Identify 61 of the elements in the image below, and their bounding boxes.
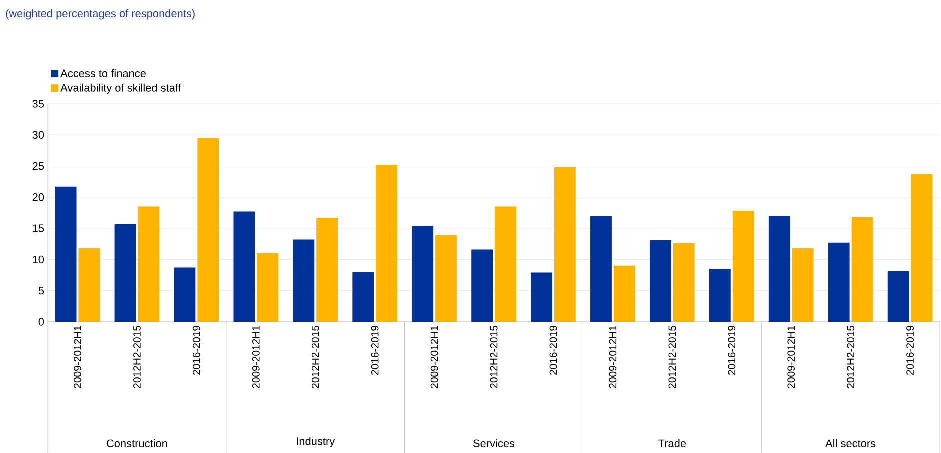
bar (472, 250, 494, 322)
bar (673, 244, 695, 322)
x-tick-label: 2016-2019 (192, 326, 200, 375)
x-tick-label: 2016-2019 (371, 326, 379, 375)
bar (888, 272, 910, 322)
text: Industry (297, 437, 336, 448)
text: Services (474, 439, 515, 448)
bar (436, 235, 457, 322)
y-tick-label: 5 (38, 287, 44, 295)
y-tick-label: 35 (32, 100, 44, 108)
x-tick-label: 2016-2019 (728, 326, 736, 375)
bar (234, 212, 256, 322)
y-tick-label: 30 (32, 131, 44, 140)
bar (376, 165, 398, 322)
bar (198, 138, 220, 322)
y-tick-label: 0 (38, 318, 44, 326)
y-tick-label: 25 (32, 162, 44, 170)
legend-label: Availability of skilled staff (60, 84, 182, 94)
bar (732, 211, 754, 322)
legend-label: Access to finance (60, 69, 146, 78)
bar (412, 226, 434, 322)
bar (614, 266, 636, 322)
y-tick-label: 15 (33, 224, 44, 232)
bar (709, 269, 731, 322)
bar (852, 217, 874, 322)
x-tick-label: 2012H2-2015 (490, 326, 498, 388)
bar (828, 242, 850, 322)
text: Trade (658, 439, 686, 448)
x-tick-label: 2009-2012H1 (609, 326, 617, 388)
bar (138, 206, 160, 322)
x-tick-label: 2009-2012H1 (252, 326, 260, 388)
text: All sectors (826, 439, 876, 448)
y-tick-label: 20 (32, 194, 44, 202)
bar (78, 248, 100, 322)
bar (293, 240, 315, 322)
bar (792, 248, 814, 322)
bar (554, 168, 576, 322)
text: Construction (107, 439, 168, 448)
bar (768, 216, 790, 322)
bar (316, 218, 338, 322)
bar (257, 253, 279, 322)
y-tick-label: 10 (33, 256, 44, 264)
bar (650, 240, 672, 322)
chart-subtitle: (weighted percentages of respondents) (6, 10, 195, 20)
bar (495, 206, 516, 322)
bar (590, 216, 612, 322)
bar (911, 174, 933, 322)
x-tick-label: 2016-2019 (906, 326, 914, 375)
x-tick-label: 2009-2012H1 (430, 326, 438, 388)
bar (531, 272, 552, 322)
x-tick-label: 2012H2-2015 (312, 326, 320, 388)
x-tick-label: 2012H2-2015 (668, 326, 676, 388)
bar (114, 224, 136, 322)
bar (352, 272, 374, 322)
x-tick-label: 2016-2019 (550, 326, 558, 375)
x-tick-label: 2009-2012H1 (788, 326, 796, 388)
x-tick-label: 2009-2012H1 (74, 326, 82, 388)
bar (55, 186, 77, 322)
bar (174, 268, 196, 322)
x-tick-label: 2012H2-2015 (134, 326, 141, 388)
x-tick-label: 2012H2-2015 (847, 326, 855, 388)
